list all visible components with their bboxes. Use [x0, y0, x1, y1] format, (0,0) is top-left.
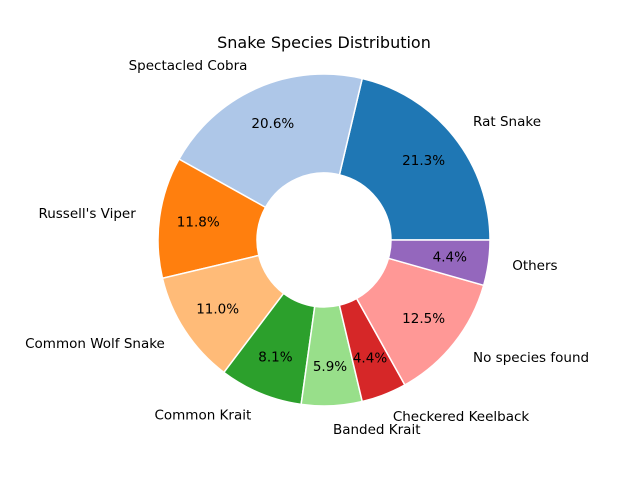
- percent-label-rat-snake: 21.3%: [402, 153, 445, 169]
- slice-others: [387, 239, 491, 287]
- category-label-no-species-found: No species found: [473, 350, 589, 366]
- category-label-banded-krait: Banded Krait: [333, 422, 421, 438]
- slice-spectacled-cobra: [178, 73, 364, 209]
- category-label-checkered-keelback: Checkered Keelback: [393, 409, 530, 425]
- percent-label-banded-krait: 5.9%: [313, 359, 347, 375]
- percent-label-no-species-found: 12.5%: [402, 311, 445, 327]
- category-label-rat-snake: Rat Snake: [473, 114, 541, 130]
- percent-label-others: 4.4%: [433, 249, 467, 265]
- slice-no-species-found: [355, 257, 485, 386]
- percent-label-russell-s-viper: 11.8%: [177, 215, 220, 231]
- percent-label-common-wolf-snake: 11.0%: [196, 301, 239, 317]
- percent-label-common-krait: 8.1%: [258, 349, 292, 365]
- pie-labels: 21.3% Rat Snake 20.6% Spectacled Cobra 11.8%…: [25, 58, 589, 438]
- slice-rat-snake: [338, 77, 491, 241]
- category-label-common-wolf-snake: Common Wolf Snake: [25, 336, 165, 352]
- percent-label-checkered-keelback: 4.4%: [353, 350, 387, 366]
- pie-slices: [157, 73, 491, 407]
- category-label-others: Others: [512, 258, 557, 274]
- category-label-russell-s-viper: Russell's Viper: [38, 206, 136, 222]
- category-label-spectacled-cobra: Spectacled Cobra: [129, 58, 248, 74]
- chart-title: Snake Species Distribution: [217, 33, 431, 52]
- category-label-common-krait: Common Krait: [154, 408, 251, 424]
- percent-label-spectacled-cobra: 20.6%: [251, 116, 294, 132]
